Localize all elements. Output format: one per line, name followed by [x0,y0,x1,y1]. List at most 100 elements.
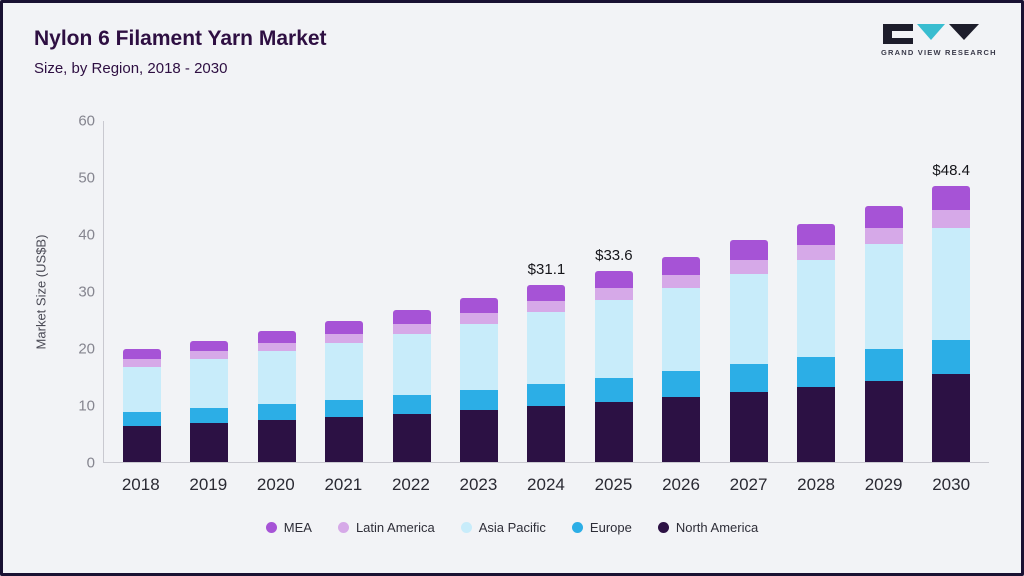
x-label-2028: 2028 [797,475,835,494]
segment-mea [594,270,633,288]
segment-europe [190,408,229,424]
segment-north-america [392,413,431,462]
segment-north-america [527,406,566,462]
segment-latin-america [797,244,836,261]
segment-asia-pacific [932,227,971,341]
chart-title: Nylon 6 Filament Yarn Market [34,27,327,50]
segment-latin-america [729,259,768,274]
segment-latin-america [459,312,498,324]
segment-europe [662,371,701,397]
legend-swatch-europe [571,522,583,533]
segment-latin-america [257,342,296,352]
x-label-2021: 2021 [324,475,363,494]
header: Nylon 6 Filament Yarn Market Size, by Re… [34,27,327,77]
legend-label-mea: MEA [283,520,312,535]
segment-latin-america [864,227,903,245]
y-tick-20: 20 [78,340,95,358]
segment-europe [527,383,566,407]
segment-mea [729,240,768,260]
x-label-2027: 2027 [729,475,768,494]
bar-2020 [257,330,296,462]
segment-latin-america [662,275,701,289]
segment-north-america [257,420,296,462]
segment-latin-america [594,287,633,301]
legend-item-europe: Europe [571,520,632,535]
legend-item-latin-america: Latin America [337,520,435,535]
segment-europe [797,357,836,387]
segment-europe [392,394,431,414]
x-label-2022: 2022 [391,475,430,494]
segment-asia-pacific [729,273,768,365]
segment-asia-pacific [662,288,701,372]
bar-2023 [459,297,498,462]
bar-2027 [729,240,768,462]
brand-logo-text: GRAND VIEW RESEARCH [881,48,997,57]
value-label-2025: $33.6 [595,246,633,264]
x-label-2030: 2030 [932,475,971,494]
y-tick-40: 40 [78,226,95,244]
legend-item-asia-pacific: Asia Pacific [460,520,546,535]
segment-asia-pacific [594,300,633,378]
segment-europe [594,377,633,402]
segment-latin-america [932,210,971,228]
legend-label-north-america: North America [675,520,759,535]
bar-2028 [797,224,836,462]
segment-europe [459,389,498,411]
segment-mea [662,256,701,276]
bar-2030: $48.4 [932,162,971,462]
segment-north-america [594,401,633,462]
segment-europe [932,340,971,375]
y-tick-60: 60 [78,112,95,130]
segment-north-america [662,397,701,462]
bar-2024: $31.1 [527,261,566,462]
value-label-2024: $31.1 [527,260,566,278]
x-axis-labels: 2018 2019 2020 2021 2022 2023 2024 2025 2026 2027… [103,475,989,495]
legend: MEA Latin America Asia Pacific Europe North … [3,520,1021,535]
x-label-2025: 2025 [594,475,633,494]
segment-north-america [190,423,229,462]
segment-asia-pacific [392,333,431,395]
segment-mea [257,330,296,343]
segment-latin-america [392,324,431,334]
segment-asia-pacific [459,323,498,390]
legend-swatch-north-america [657,522,669,533]
bar-2025: $33.6 [594,247,633,462]
x-label-2024: 2024 [527,475,565,494]
x-label-2029: 2029 [864,475,903,494]
legend-item-north-america: North America [657,520,759,535]
y-tick-0: 0 [86,454,95,472]
x-label-2019: 2019 [189,475,228,494]
segment-asia-pacific [797,260,836,358]
segment-europe [729,364,768,392]
segment-latin-america [122,359,161,367]
segment-mea [797,224,836,245]
legend-item-mea: MEA [265,520,312,535]
segment-north-america [864,380,903,462]
segment-europe [257,404,296,421]
bar-2026 [662,256,701,462]
bar-2022 [392,310,431,462]
segment-mea [527,284,566,301]
segment-europe [864,348,903,381]
segment-mea [932,186,971,211]
legend-label-latin-america: Latin America [355,520,435,535]
y-tick-30: 30 [78,283,95,301]
y-tick-10: 10 [78,397,95,415]
segment-mea [459,297,498,313]
bars: $31.1 $33.6 $48.4 [104,121,989,462]
x-label-2023: 2023 [459,475,498,494]
segment-asia-pacific [864,244,903,349]
legend-label-europe: Europe [589,520,632,535]
x-label-2020: 2020 [256,475,295,494]
segment-asia-pacific [122,366,161,413]
y-tick-50: 50 [78,169,95,187]
segment-north-america [325,417,364,462]
x-label-2026: 2026 [662,475,700,494]
bar-2019 [190,340,229,462]
value-label-2030: $48.4 [932,162,970,180]
legend-swatch-latin-america [337,522,349,533]
segment-latin-america [325,333,364,343]
segment-europe [122,412,161,427]
plot-area: $31.1 $33.6 $48.4 [103,121,989,463]
legend-swatch-mea [265,522,277,533]
